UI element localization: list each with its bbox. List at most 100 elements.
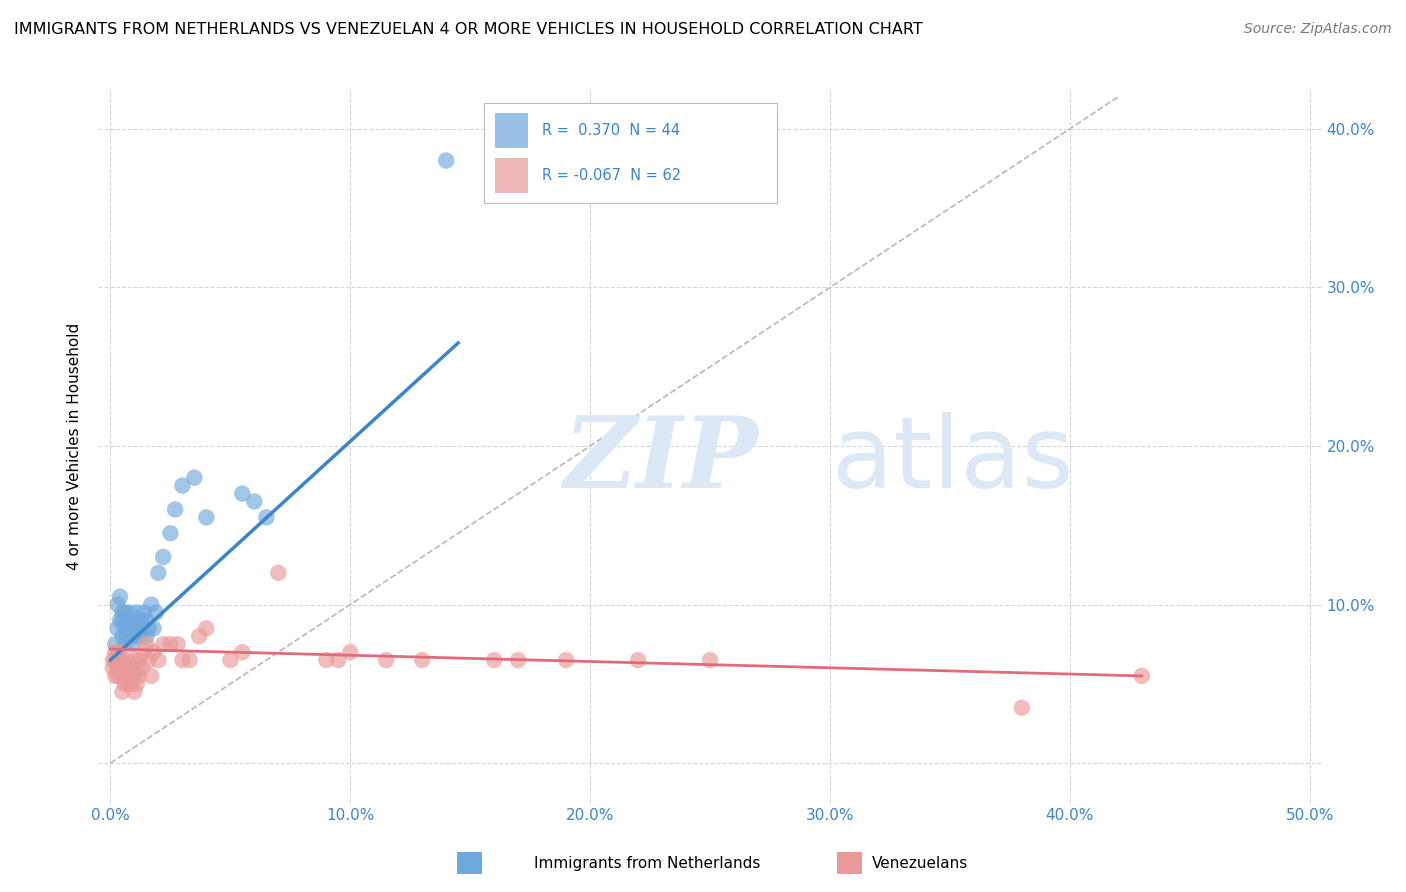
Point	[172, 653, 194, 667]
Point	[179, 653, 201, 667]
Point	[131, 614, 153, 628]
Point	[128, 621, 150, 635]
Point	[108, 661, 131, 675]
Point	[152, 549, 174, 564]
Point	[166, 637, 188, 651]
Point	[118, 621, 141, 635]
Text: Immigrants from Netherlands: Immigrants from Netherlands	[534, 856, 761, 871]
Point	[508, 653, 530, 667]
Point	[104, 645, 127, 659]
Point	[132, 606, 155, 620]
Point	[115, 614, 138, 628]
Point	[108, 653, 131, 667]
Point	[267, 566, 290, 580]
Point	[107, 598, 129, 612]
Point	[315, 653, 337, 667]
Point	[101, 661, 124, 675]
Point	[231, 645, 253, 659]
Point	[108, 590, 131, 604]
Point	[148, 653, 170, 667]
Point	[138, 653, 160, 667]
Point	[114, 606, 136, 620]
Point	[124, 614, 146, 628]
Point	[188, 629, 211, 643]
Point	[111, 653, 134, 667]
Point	[111, 661, 134, 675]
Point	[111, 606, 134, 620]
Text: Source: ZipAtlas.com: Source: ZipAtlas.com	[1244, 22, 1392, 37]
Point	[115, 653, 138, 667]
Y-axis label: 4 or more Vehicles in Household: 4 or more Vehicles in Household	[67, 322, 83, 570]
Point	[159, 526, 181, 541]
Point	[124, 669, 146, 683]
Point	[115, 629, 138, 643]
Point	[111, 685, 134, 699]
Point	[125, 606, 148, 620]
Point	[339, 645, 361, 659]
Point	[231, 486, 253, 500]
Point	[128, 653, 150, 667]
Point	[121, 677, 143, 691]
Point	[195, 510, 218, 524]
Point	[115, 669, 138, 683]
Point	[124, 629, 146, 643]
Point	[375, 653, 398, 667]
Point	[118, 606, 141, 620]
Point	[107, 661, 129, 675]
Point	[107, 653, 129, 667]
Point	[111, 614, 134, 628]
Text: IMMIGRANTS FROM NETHERLANDS VS VENEZUELAN 4 OR MORE VEHICLES IN HOUSEHOLD CORREL: IMMIGRANTS FROM NETHERLANDS VS VENEZUELA…	[14, 22, 922, 37]
Point	[107, 621, 129, 635]
Point	[107, 645, 129, 659]
Point	[555, 653, 578, 667]
Point	[254, 510, 277, 524]
Point	[219, 653, 242, 667]
Point	[195, 621, 218, 635]
Point	[328, 653, 350, 667]
Point	[699, 653, 721, 667]
Point	[125, 661, 148, 675]
Point	[135, 629, 157, 643]
Point	[243, 494, 266, 508]
Point	[104, 637, 127, 651]
Point	[132, 645, 155, 659]
Point	[152, 637, 174, 651]
Point	[124, 653, 146, 667]
Point	[111, 669, 134, 683]
Point	[141, 669, 163, 683]
Point	[128, 629, 150, 643]
Point	[125, 621, 148, 635]
Point	[124, 685, 146, 699]
Point	[107, 669, 129, 683]
Point	[115, 621, 138, 635]
Point	[115, 677, 138, 691]
Point	[121, 661, 143, 675]
Point	[165, 502, 187, 516]
Point	[101, 653, 124, 667]
Point	[108, 669, 131, 683]
Point	[108, 614, 131, 628]
Point	[104, 653, 127, 667]
Point	[482, 653, 505, 667]
Point	[118, 661, 141, 675]
Text: Venezuelans: Venezuelans	[872, 856, 967, 871]
Point	[121, 621, 143, 635]
Point	[114, 637, 136, 651]
Text: atlas: atlas	[832, 412, 1074, 508]
Point	[131, 661, 153, 675]
Point	[148, 566, 170, 580]
Point	[138, 621, 160, 635]
Point	[125, 677, 148, 691]
Point	[1011, 700, 1033, 714]
Point	[411, 653, 433, 667]
Point	[434, 153, 457, 168]
Point	[142, 645, 165, 659]
Point	[172, 478, 194, 492]
Point	[114, 661, 136, 675]
Text: ZIP: ZIP	[564, 412, 758, 508]
Point	[114, 621, 136, 635]
Point	[114, 669, 136, 683]
Point	[128, 669, 150, 683]
Point	[142, 621, 165, 635]
Point	[159, 637, 181, 651]
